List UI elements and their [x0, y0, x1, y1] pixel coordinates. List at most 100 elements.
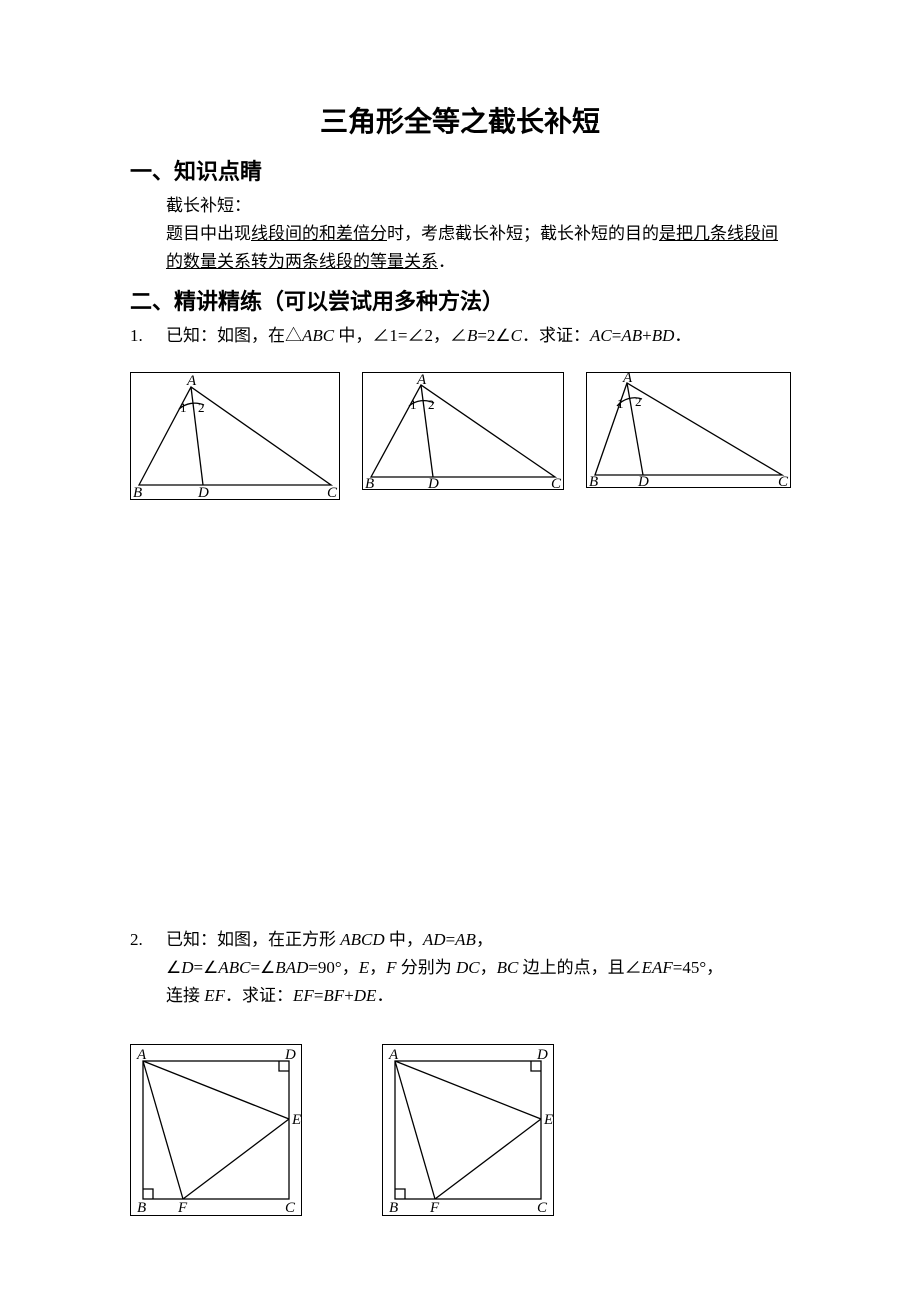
p2-F: F — [386, 958, 396, 977]
tri2-D: D — [427, 476, 439, 489]
sq1-A: A — [136, 1047, 147, 1063]
section1-body: 截长补短： 题目中出现线段间的和差倍分时，考虑截长补短；截长补短的目的是把几条线… — [166, 192, 790, 276]
p1-plus: + — [642, 326, 652, 345]
tri3-B: B — [589, 474, 598, 487]
tri3-A: A — [622, 373, 633, 386]
section1-lead: 截长补短： — [166, 192, 790, 220]
p2-AB: AB — [455, 930, 476, 949]
p2-DE: DE — [354, 986, 377, 1005]
problem-2: 2. 已知：如图，在正方形 ABCD 中，AD=AB， ∠D=∠ABC=∠BAD… — [130, 926, 790, 1010]
p2-BC: BC — [497, 958, 519, 977]
p2-c2: ， — [480, 958, 497, 977]
sq2-C: C — [537, 1200, 548, 1215]
problem-2-body: 已知：如图，在正方形 ABCD 中，AD=AB， ∠D=∠ABC=∠BAD=90… — [166, 926, 790, 1010]
s1-u1: 线段间的和差倍分 — [251, 224, 387, 243]
sq2-E: E — [543, 1112, 553, 1128]
p2-c1: ， — [369, 958, 386, 977]
p2-E: E — [359, 958, 369, 977]
p2-eq2: = — [314, 986, 324, 1005]
tri2-2: 2 — [428, 397, 435, 412]
sq1-D: D — [284, 1047, 296, 1063]
p1-C: C — [511, 326, 522, 345]
tri2-C: C — [551, 476, 562, 489]
p2-eq1: = — [446, 930, 456, 949]
square-fig-2: A D B C E F — [382, 1044, 554, 1216]
p2-l1-pre: 已知：如图，在正方形 — [166, 930, 340, 949]
sq1-E: E — [291, 1112, 301, 1128]
p1-B: B — [467, 326, 477, 345]
problem-2-num: 2. — [130, 926, 166, 954]
triangle-fig-2: A B C D 1 2 — [362, 372, 564, 490]
p1-eq: = — [612, 326, 622, 345]
sq1-B: B — [137, 1200, 146, 1215]
problem-1-num: 1. — [130, 322, 166, 350]
p1-end: ． — [674, 326, 691, 345]
s1-post: ． — [438, 252, 455, 271]
s1-pre: 题目中出现 — [166, 224, 251, 243]
p2-l2-b: =∠ — [250, 958, 275, 977]
p2-l2-f: =45°， — [673, 958, 723, 977]
tri1-A: A — [186, 373, 197, 389]
triangle-fig-3: A B C D 1 2 — [586, 372, 791, 488]
tri3-C: C — [778, 474, 789, 487]
tri3-D: D — [637, 474, 649, 487]
problem-1: 1. 已知：如图，在△ABC 中，∠1=∠2，∠B=2∠C．求证：AC=AB+B… — [130, 322, 790, 350]
p1-m1: 中，∠1=∠2，∠ — [334, 326, 467, 345]
tri2-B: B — [365, 476, 374, 489]
tri1-2: 2 — [198, 400, 205, 415]
p1-abc: ABC — [302, 326, 334, 345]
sq2-A: A — [388, 1047, 399, 1063]
triangle-figures: A B C D 1 2 A B C D 1 2 — [130, 372, 790, 500]
p2-l2-d: 分别为 — [397, 958, 457, 977]
tri3-1: 1 — [617, 396, 624, 411]
p2-AD: AD — [423, 930, 446, 949]
p2-l2-pre: ∠ — [166, 958, 181, 977]
p2-ABCD: ABCD — [340, 930, 384, 949]
p2-EAF: EAF — [642, 958, 673, 977]
p1-m3: ．求证： — [522, 326, 590, 345]
p2-DC: DC — [456, 958, 480, 977]
tri3-2: 2 — [635, 394, 642, 409]
problem-1-body: 已知：如图，在△ABC 中，∠1=∠2，∠B=2∠C．求证：AC=AB+BD． — [166, 322, 790, 350]
sq2-D: D — [536, 1047, 548, 1063]
p2-l3-end: ． — [376, 986, 393, 1005]
p1-AC: AC — [590, 326, 612, 345]
square-fig-1: A D B C E F — [130, 1044, 302, 1216]
p1-m2: =2∠ — [477, 326, 510, 345]
p1-pre: 已知：如图，在△ — [166, 326, 302, 345]
tri1-D: D — [197, 485, 209, 499]
triangle-fig-1: A B C D 1 2 — [130, 372, 340, 500]
p2-l1-end: ， — [476, 930, 493, 949]
tri1-C: C — [327, 485, 338, 499]
p2-l2-a: =∠ — [194, 958, 219, 977]
p2-D: D — [181, 958, 193, 977]
sq1-C: C — [285, 1200, 296, 1215]
p2-BF: BF — [323, 986, 344, 1005]
section1-text: 题目中出现线段间的和差倍分时，考虑截长补短；截长补短的目的是把几条线段间的数量关… — [166, 220, 790, 276]
section1-header: 一、知识点睛 — [130, 154, 790, 186]
p2-l2-c: =90°， — [308, 958, 358, 977]
p2-l1-mid: 中， — [385, 930, 423, 949]
p1-AB: AB — [621, 326, 642, 345]
p2-EF: EF — [204, 986, 225, 1005]
p2-l3-mid: ．求证： — [225, 986, 293, 1005]
sq2-F: F — [429, 1200, 440, 1215]
p2-l3-pre: 连接 — [166, 986, 204, 1005]
square-figures: A D B C E F A D B C — [130, 1044, 790, 1216]
p2-EF2: EF — [293, 986, 314, 1005]
tri1-B: B — [133, 485, 142, 499]
section2-header: 二、精讲精练（可以尝试用多种方法） — [130, 284, 790, 316]
tri2-1: 1 — [410, 397, 417, 412]
tri2-A: A — [416, 373, 427, 388]
page-title: 三角形全等之截长补短 — [130, 100, 790, 140]
sq2-B: B — [389, 1200, 398, 1215]
p1-BD: BD — [652, 326, 675, 345]
tri1-1: 1 — [180, 400, 187, 415]
s1-mid: 时，考虑截长补短；截长补短的目的 — [387, 224, 659, 243]
p2-plus2: + — [344, 986, 354, 1005]
spacer — [130, 500, 790, 920]
sq1-F: F — [177, 1200, 188, 1215]
p2-BAD: BAD — [275, 958, 308, 977]
p2-ABCs: ABC — [218, 958, 250, 977]
p2-l2-e: 边上的点，且∠ — [518, 958, 641, 977]
